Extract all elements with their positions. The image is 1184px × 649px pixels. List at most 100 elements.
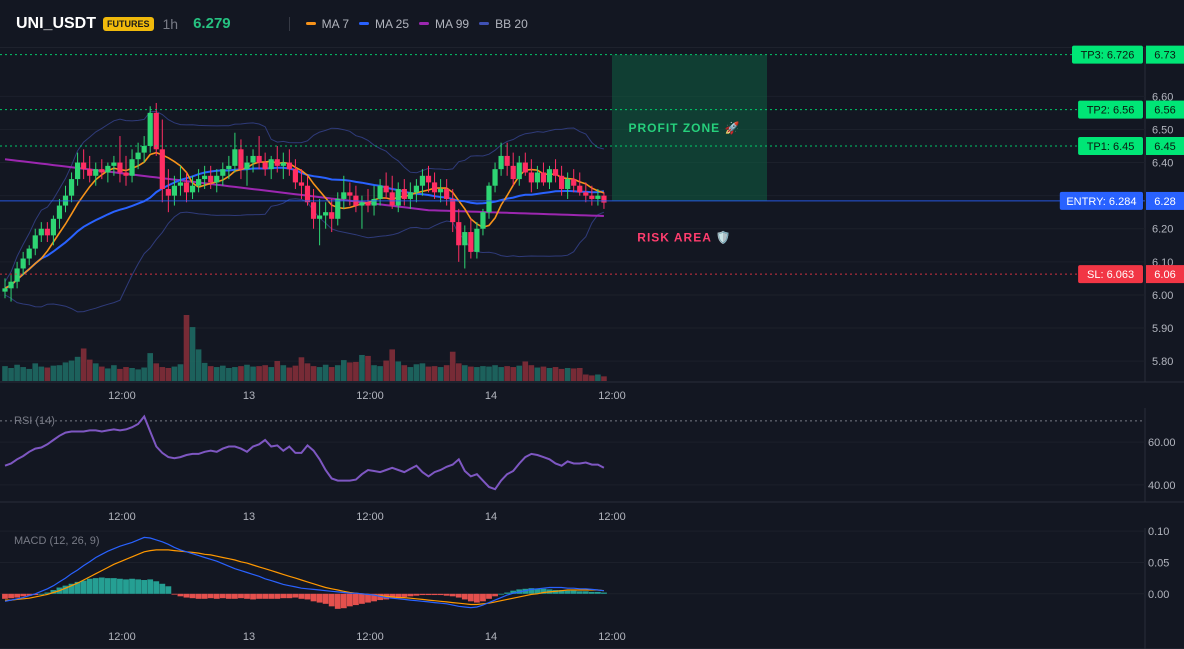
tp3-axis-value: 6.73: [1154, 50, 1175, 62]
timeframe-label[interactable]: 1h: [162, 15, 179, 32]
volume-bar: [274, 361, 281, 381]
macd-histogram-bar: [425, 593, 432, 596]
volume-bar: [522, 361, 529, 381]
volume-bar: [540, 366, 547, 381]
volume-bar: [44, 367, 51, 381]
profit-zone: [612, 54, 767, 201]
volume-bar: [26, 368, 32, 381]
macd-histogram-bar: [588, 591, 595, 594]
volume-bar: [123, 367, 129, 381]
volume-bar: [564, 367, 571, 381]
volume-bar: [86, 359, 93, 381]
macd-histogram-bar: [213, 593, 220, 599]
candle-body: [371, 198, 377, 206]
volume-bar: [213, 367, 220, 381]
candle-body: [93, 169, 99, 176]
time-tick-label: 13: [243, 511, 255, 523]
volume-bar: [322, 364, 329, 381]
candle-body: [153, 112, 159, 150]
legend-bb20[interactable]: BB 20: [479, 17, 528, 31]
macd-histogram-bar: [322, 593, 329, 604]
macd-histogram-bar: [8, 593, 14, 599]
volume-bar: [207, 366, 214, 381]
macd-histogram-bar: [165, 586, 172, 594]
volume-bar: [250, 366, 256, 381]
candle-body: [559, 175, 565, 190]
tp2-axis-box: [1146, 100, 1184, 119]
tp1-label: TP1: 6.45: [1087, 141, 1135, 153]
candle-body: [516, 162, 522, 180]
legend-ma7[interactable]: MA 7: [305, 17, 349, 31]
macd-histogram-bar: [395, 593, 402, 598]
macd-histogram-bar: [346, 593, 353, 607]
macd-histogram-bar: [20, 593, 27, 597]
macd-histogram-bar: [298, 593, 305, 599]
time-tick-label: 12:00: [598, 631, 626, 643]
volume-bar: [389, 349, 395, 381]
candle-body: [226, 165, 232, 170]
volume-bar: [8, 367, 14, 381]
candle-body: [468, 232, 474, 252]
volume-bar: [111, 365, 117, 381]
price-tick-label: 5.90: [1152, 323, 1173, 335]
candle-body: [38, 228, 44, 236]
volume-bar: [419, 363, 426, 381]
macd-histogram-bar: [570, 590, 577, 594]
tp1-label-box: [1078, 136, 1143, 155]
candle-body: [177, 182, 184, 186]
candle-body: [456, 222, 462, 246]
volume-bar: [552, 367, 559, 381]
volume-bar: [256, 366, 262, 381]
macd-histogram-bar: [117, 578, 123, 594]
volume-bar: [334, 365, 341, 381]
candle-body: [117, 162, 123, 173]
macd-histogram-bar: [443, 593, 450, 596]
macd-histogram-bar: [455, 593, 462, 598]
legend-ma25[interactable]: MA 25: [359, 17, 409, 31]
time-tick-label: 14: [485, 511, 497, 523]
volume-bar: [449, 351, 456, 381]
macd-histogram-bar: [38, 593, 45, 595]
volume-bar: [56, 365, 63, 381]
candle-body: [123, 172, 129, 176]
ma99-line: [4, 158, 604, 217]
candle-body: [504, 155, 510, 166]
candle-body: [189, 185, 196, 193]
macd-histogram-bar: [268, 593, 275, 599]
candle-body: [298, 182, 305, 186]
price-tick-label: 6.00: [1152, 290, 1173, 302]
candle-body: [552, 169, 559, 176]
legend-ma99[interactable]: MA 99: [419, 17, 469, 31]
candle-body: [317, 215, 323, 219]
candle-body: [141, 145, 147, 153]
candle-body: [2, 288, 8, 292]
price-tick-label: 6.50: [1152, 124, 1173, 136]
macd-histogram-bar: [153, 581, 160, 594]
symbol-name[interactable]: UNI_USDT: [16, 14, 97, 32]
macd-histogram-bar: [274, 593, 281, 599]
legend-label: BB 20: [495, 16, 528, 31]
volume-bar: [195, 349, 202, 381]
volume-bar: [528, 365, 535, 381]
candle-body: [377, 185, 383, 199]
macd-histogram-bar: [207, 593, 214, 599]
sl-label-box: [1078, 265, 1143, 284]
macd-histogram-bar: [225, 593, 232, 599]
candle-body: [480, 212, 486, 229]
macd-histogram-bar: [62, 585, 69, 594]
candle-body: [165, 189, 171, 196]
volume-bar: [105, 368, 111, 381]
candle-body: [20, 258, 26, 269]
volume-bar: [546, 367, 553, 381]
candle-body: [196, 179, 202, 186]
macd-histogram-bar: [304, 593, 311, 600]
volume-bar: [38, 366, 45, 381]
macd-histogram-bar: [250, 593, 256, 600]
volume-bar: [316, 367, 323, 381]
entry-axis-value: 6.28: [1154, 196, 1175, 208]
volume-bar: [165, 367, 172, 381]
volume-bar: [92, 363, 99, 381]
sl-axis-box: [1146, 265, 1184, 284]
macd-histogram-bar: [480, 593, 486, 602]
